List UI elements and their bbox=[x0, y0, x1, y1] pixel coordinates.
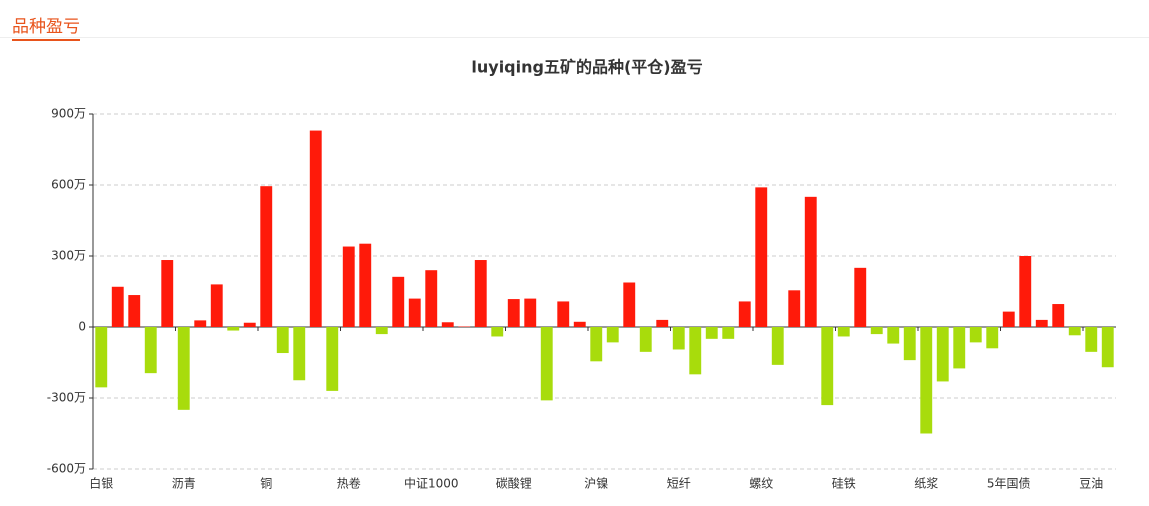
x-tick-label: 沪镍 bbox=[584, 477, 608, 491]
bar bbox=[590, 327, 603, 362]
bar bbox=[177, 327, 190, 410]
bar bbox=[903, 327, 916, 361]
bar bbox=[689, 327, 702, 375]
bar bbox=[986, 327, 999, 349]
x-tick-label: 螺纹 bbox=[749, 477, 773, 491]
x-tick-label: 铜 bbox=[260, 476, 272, 491]
bar bbox=[144, 327, 157, 374]
bar bbox=[1052, 304, 1065, 327]
bar bbox=[639, 327, 652, 352]
x-tick-label: 硅铁 bbox=[832, 477, 856, 491]
bar bbox=[309, 130, 322, 327]
bar bbox=[887, 327, 900, 344]
bar bbox=[1085, 327, 1098, 352]
bar bbox=[953, 327, 966, 369]
y-tick-label: -600万 bbox=[47, 462, 86, 476]
bar bbox=[243, 322, 256, 327]
bar bbox=[1035, 319, 1048, 327]
bar bbox=[210, 284, 223, 327]
bar bbox=[111, 286, 124, 327]
bar bbox=[375, 327, 388, 335]
bar bbox=[920, 327, 933, 434]
bar bbox=[1019, 256, 1032, 327]
bar bbox=[408, 298, 421, 327]
bar bbox=[260, 186, 273, 327]
bar bbox=[738, 301, 751, 327]
bar bbox=[342, 246, 355, 327]
bar bbox=[804, 196, 817, 327]
bar bbox=[936, 327, 949, 382]
bar bbox=[161, 260, 174, 327]
bar bbox=[573, 321, 586, 327]
bar bbox=[854, 267, 867, 327]
bar bbox=[276, 327, 289, 354]
bar bbox=[1101, 327, 1114, 368]
bar bbox=[326, 327, 339, 391]
bar bbox=[623, 282, 636, 327]
bar bbox=[524, 298, 537, 327]
bar bbox=[705, 327, 718, 339]
x-tick-label: 碳酸锂 bbox=[496, 476, 532, 491]
x-tick-label: 白银 bbox=[89, 476, 113, 491]
y-tick-label: 0 bbox=[78, 320, 86, 334]
chart-title: luyiqing五矿的品种(平仓)盈亏 bbox=[471, 58, 702, 77]
bar bbox=[540, 327, 553, 401]
bar bbox=[771, 327, 784, 365]
bar bbox=[293, 327, 306, 381]
y-tick-label: 300万 bbox=[51, 249, 86, 263]
bar bbox=[722, 327, 735, 339]
bar bbox=[755, 187, 768, 327]
bar bbox=[557, 301, 570, 327]
divider bbox=[0, 37, 1149, 38]
header-title: 品种盈亏 bbox=[12, 12, 80, 41]
x-tick-label: 豆油 bbox=[1079, 477, 1103, 491]
bar bbox=[194, 320, 207, 327]
bar bbox=[821, 327, 834, 406]
bar bbox=[474, 260, 487, 327]
bar bbox=[1002, 311, 1015, 327]
bar bbox=[672, 327, 685, 350]
bar bbox=[788, 290, 801, 327]
bar bbox=[425, 270, 438, 327]
bar bbox=[227, 327, 240, 331]
bar bbox=[95, 327, 108, 388]
x-tick-label: 中证1000 bbox=[404, 476, 459, 491]
x-tick-label: 热卷 bbox=[337, 476, 361, 491]
x-tick-label: 5年国债 bbox=[987, 477, 1031, 491]
bar bbox=[392, 276, 405, 327]
x-tick-label: 短纤 bbox=[667, 477, 691, 491]
x-tick-label: 纸浆 bbox=[914, 476, 938, 491]
bar bbox=[128, 295, 141, 327]
bar bbox=[441, 322, 454, 327]
x-tick-label: 沥青 bbox=[172, 477, 196, 491]
y-tick-label: 600万 bbox=[51, 178, 86, 192]
bar bbox=[1068, 327, 1081, 336]
bar bbox=[491, 327, 504, 337]
y-tick-label: -300万 bbox=[47, 391, 86, 405]
bar bbox=[837, 327, 850, 337]
bar bbox=[969, 327, 982, 343]
bar bbox=[656, 319, 669, 327]
bar bbox=[507, 299, 520, 327]
bar bbox=[359, 243, 372, 327]
bar bbox=[606, 327, 619, 343]
y-tick-label: 900万 bbox=[51, 107, 86, 121]
bar bbox=[870, 327, 883, 335]
